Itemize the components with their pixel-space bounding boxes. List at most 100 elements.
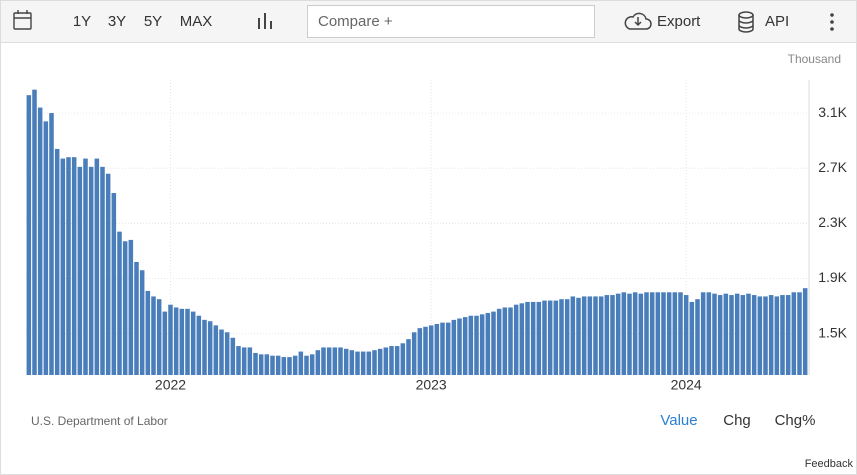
bar bbox=[457, 318, 462, 375]
y-tick-label: 2.3K bbox=[818, 214, 847, 230]
bar bbox=[649, 292, 655, 375]
bar bbox=[88, 166, 94, 375]
tab[interactable]: Value bbox=[660, 412, 697, 429]
bar bbox=[168, 304, 173, 375]
bar bbox=[281, 357, 287, 375]
bar bbox=[774, 296, 780, 375]
bar bbox=[632, 292, 638, 375]
bar bbox=[485, 312, 491, 375]
bar bbox=[508, 307, 513, 375]
bar bbox=[610, 295, 615, 375]
bar bbox=[445, 322, 451, 375]
bar bbox=[700, 292, 706, 375]
bar bbox=[151, 296, 156, 375]
bar bbox=[423, 326, 428, 375]
api-button[interactable]: API bbox=[765, 13, 789, 30]
bar bbox=[253, 352, 258, 375]
bar bbox=[134, 261, 139, 375]
bar bbox=[661, 292, 666, 375]
bar bbox=[156, 299, 162, 375]
export-button[interactable]: Export bbox=[657, 13, 701, 30]
bar bbox=[417, 328, 423, 375]
bar bbox=[440, 322, 445, 375]
bar bbox=[536, 301, 542, 375]
bar bbox=[179, 308, 185, 375]
api-icon[interactable] bbox=[738, 11, 754, 33]
bar bbox=[49, 113, 54, 376]
bar bbox=[304, 355, 309, 375]
bar bbox=[309, 354, 315, 375]
bar bbox=[394, 346, 400, 375]
bar bbox=[360, 351, 366, 375]
bar bbox=[802, 288, 808, 375]
tab[interactable]: Chg bbox=[723, 412, 751, 429]
bar bbox=[468, 315, 474, 375]
bar bbox=[638, 293, 644, 375]
bar bbox=[94, 158, 100, 375]
bar bbox=[202, 319, 207, 375]
bar bbox=[542, 300, 547, 375]
bar bbox=[349, 350, 355, 375]
bar bbox=[695, 299, 700, 375]
compare-input[interactable] bbox=[307, 5, 595, 38]
range-button[interactable]: 5Y bbox=[144, 13, 162, 30]
bar bbox=[247, 347, 253, 375]
bar bbox=[729, 295, 734, 375]
bar bbox=[190, 311, 196, 375]
bar bbox=[37, 107, 43, 375]
bar bbox=[757, 296, 763, 375]
bar bbox=[264, 354, 270, 375]
bar bbox=[219, 329, 224, 375]
bar bbox=[689, 301, 695, 375]
bar bbox=[411, 332, 417, 375]
bar bbox=[547, 300, 553, 375]
bar bbox=[723, 293, 729, 375]
range-button[interactable]: 1Y bbox=[73, 13, 91, 30]
bar bbox=[598, 296, 604, 375]
bar bbox=[400, 343, 406, 375]
bar bbox=[32, 89, 37, 375]
bar bbox=[60, 158, 66, 375]
bar bbox=[791, 292, 797, 375]
bar bbox=[553, 300, 559, 375]
bar bbox=[593, 296, 598, 375]
x-tick-label: 2024 bbox=[671, 377, 702, 393]
plot: 1.5K 1.9K 2.3K 2.7K 3.1K 2022 2023 2024 bbox=[26, 80, 848, 393]
bar bbox=[615, 293, 621, 375]
compare-placeholder: Compare + bbox=[318, 13, 393, 30]
bar bbox=[332, 347, 338, 375]
bar bbox=[785, 295, 791, 375]
bar bbox=[111, 193, 117, 375]
x-tick-label: 2022 bbox=[155, 377, 186, 393]
bar bbox=[683, 295, 689, 375]
bar bbox=[706, 292, 712, 375]
range-button[interactable]: 3Y bbox=[108, 13, 126, 30]
bar bbox=[338, 347, 343, 375]
bar bbox=[258, 354, 264, 375]
menu-icon[interactable] bbox=[830, 13, 834, 31]
chart-type-icon[interactable] bbox=[258, 13, 272, 29]
bar bbox=[780, 295, 785, 375]
y-tick-label: 1.9K bbox=[818, 269, 847, 285]
bar bbox=[196, 315, 202, 375]
bar bbox=[298, 351, 304, 375]
export-icon[interactable] bbox=[624, 12, 652, 30]
tab[interactable]: Chg% bbox=[775, 412, 816, 429]
bar bbox=[326, 347, 332, 375]
bar bbox=[377, 348, 383, 375]
bar bbox=[666, 292, 672, 375]
calendar-icon[interactable] bbox=[13, 10, 32, 30]
bar bbox=[173, 307, 179, 375]
bar bbox=[491, 311, 496, 375]
bar bbox=[525, 301, 530, 375]
bar bbox=[740, 295, 746, 375]
source: U.S. Department of Labor bbox=[31, 414, 168, 428]
bar bbox=[644, 292, 649, 375]
bar bbox=[513, 304, 519, 375]
bar bbox=[496, 308, 502, 375]
bar bbox=[372, 350, 377, 375]
bar bbox=[581, 296, 587, 375]
range-button[interactable]: MAX bbox=[180, 13, 213, 30]
feedback-link[interactable]: Feedback bbox=[805, 458, 854, 470]
bar bbox=[71, 157, 77, 375]
